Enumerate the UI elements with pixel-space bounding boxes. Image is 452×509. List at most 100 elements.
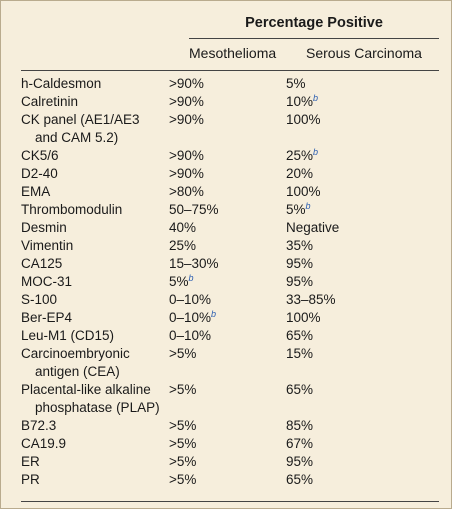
value-cell: 0–10% <box>169 327 286 345</box>
marker-cell: PR <box>1 471 169 489</box>
marker-line: ER <box>21 454 40 469</box>
value-text: 15–30% <box>169 256 219 271</box>
value-text: 100% <box>286 184 321 199</box>
value-text: 0–10% <box>169 310 212 325</box>
marker-cell: Placental-like alkaline phosphatase (PLAP… <box>1 381 169 417</box>
value-text: 5% <box>286 202 306 217</box>
value-cell: 95% <box>286 255 436 273</box>
value-cell: 5% <box>286 75 436 93</box>
value-cell: >5% <box>169 417 286 435</box>
marker-line: phosphatase (PLAP) <box>35 400 160 415</box>
marker-cell: Calretinin <box>1 93 169 111</box>
value-cell: 65% <box>286 327 436 345</box>
value-text: >90% <box>169 76 204 91</box>
marker-cell: S-100 <box>1 291 169 309</box>
table-row: Leu-M1 (CD15) 0–10% 65% <box>1 327 451 345</box>
marker-cell: CK panel (AE1/AE3 and CAM 5.2) <box>1 111 169 147</box>
table-row: CK5/6 >90% 25%b <box>1 147 451 165</box>
value-text: 0–10% <box>169 328 212 343</box>
value-cell: >90% <box>169 147 286 165</box>
value-cell: >90% <box>169 93 286 111</box>
value-text: 25% <box>169 238 197 253</box>
marker-line: CK5/6 <box>21 148 59 163</box>
table-row: ER >5% 95% <box>1 453 451 471</box>
value-text: 35% <box>286 238 314 253</box>
value-cell: 40% <box>169 219 286 237</box>
table-row: Desmin 40% Negative <box>1 219 451 237</box>
marker-cell: Carcinoembryonic antigen (CEA) <box>1 345 169 381</box>
marker-line: Placental-like alkaline <box>21 382 151 397</box>
table-row: Calretinin >90% 10%b <box>1 93 451 111</box>
table-body: h-Caldesmon >90% 5% Calretinin >90% 10%b CK pa… <box>1 75 451 489</box>
value-cell: >90% <box>169 111 286 147</box>
value-cell: >5% <box>169 381 286 417</box>
value-text: 100% <box>286 310 321 325</box>
marker-cell: ER <box>1 453 169 471</box>
bottom-rule <box>21 501 439 502</box>
value-cell: 50–75% <box>169 201 286 219</box>
marker-line: PR <box>21 472 40 487</box>
value-text: Negative <box>286 220 340 235</box>
table-row: S-100 0–10% 33–85% <box>1 291 451 309</box>
value-text: 50–75% <box>169 202 219 217</box>
value-cell: 100% <box>286 183 436 201</box>
marker-line: EMA <box>21 184 51 199</box>
marker-cell: Desmin <box>1 219 169 237</box>
marker-cell: EMA <box>1 183 169 201</box>
marker-line: Desmin <box>21 220 67 235</box>
value-cell: 95% <box>286 273 436 291</box>
value-text: >80% <box>169 184 204 199</box>
table-row: CA19.9 >5% 67% <box>1 435 451 453</box>
marker-line: Carcinoembryonic <box>21 346 130 361</box>
value-text: >90% <box>169 112 204 127</box>
marker-line: D2-40 <box>21 166 58 181</box>
table-row: B72.3 >5% 85% <box>1 417 451 435</box>
marker-line: CA125 <box>21 256 63 271</box>
value-text: 65% <box>286 382 314 397</box>
value-cell: 67% <box>286 435 436 453</box>
value-cell: 5%b <box>169 273 286 291</box>
marker-line: Leu-M1 (CD15) <box>21 328 115 343</box>
value-text: 100% <box>286 112 321 127</box>
marker-line: and CAM 5.2) <box>35 130 119 145</box>
value-text: >5% <box>169 382 197 397</box>
group-header: Percentage Positive <box>245 15 383 31</box>
value-cell: 0–10%b <box>169 309 286 327</box>
value-cell: 65% <box>286 381 436 417</box>
value-text: 95% <box>286 454 314 469</box>
table-row: Ber-EP4 0–10%b 100% <box>1 309 451 327</box>
group-rule <box>189 38 439 39</box>
marker-cell: CA125 <box>1 255 169 273</box>
value-cell: 85% <box>286 417 436 435</box>
marker-cell: B72.3 <box>1 417 169 435</box>
footnote-marker: b <box>188 273 194 283</box>
value-cell: 25% <box>169 237 286 255</box>
value-text: >90% <box>169 166 204 181</box>
marker-cell: CK5/6 <box>1 147 169 165</box>
table-row: D2-40 >90% 20% <box>1 165 451 183</box>
value-text: >5% <box>169 436 197 451</box>
marker-cell: h-Caldesmon <box>1 75 169 93</box>
value-cell: >5% <box>169 345 286 381</box>
value-cell: 95% <box>286 453 436 471</box>
value-text: >5% <box>169 346 197 361</box>
footnote-marker: b <box>313 147 319 157</box>
value-text: 65% <box>286 328 314 343</box>
marker-line: Calretinin <box>21 94 79 109</box>
marker-cell: CA19.9 <box>1 435 169 453</box>
marker-line: Thrombomodulin <box>21 202 123 217</box>
value-cell: 10%b <box>286 93 436 111</box>
marker-line: B72.3 <box>21 418 57 433</box>
table-row: PR >5% 65% <box>1 471 451 489</box>
value-cell: >5% <box>169 453 286 471</box>
marker-cell: Thrombomodulin <box>1 201 169 219</box>
marker-line: h-Caldesmon <box>21 76 102 91</box>
column-header: Mesothelioma <box>189 45 277 61</box>
value-cell: 15% <box>286 345 436 381</box>
marker-cell: Leu-M1 (CD15) <box>1 327 169 345</box>
value-cell: >90% <box>169 75 286 93</box>
value-cell: >80% <box>169 183 286 201</box>
table-row: CA125 15–30% 95% <box>1 255 451 273</box>
footnote-marker: b <box>313 93 319 103</box>
